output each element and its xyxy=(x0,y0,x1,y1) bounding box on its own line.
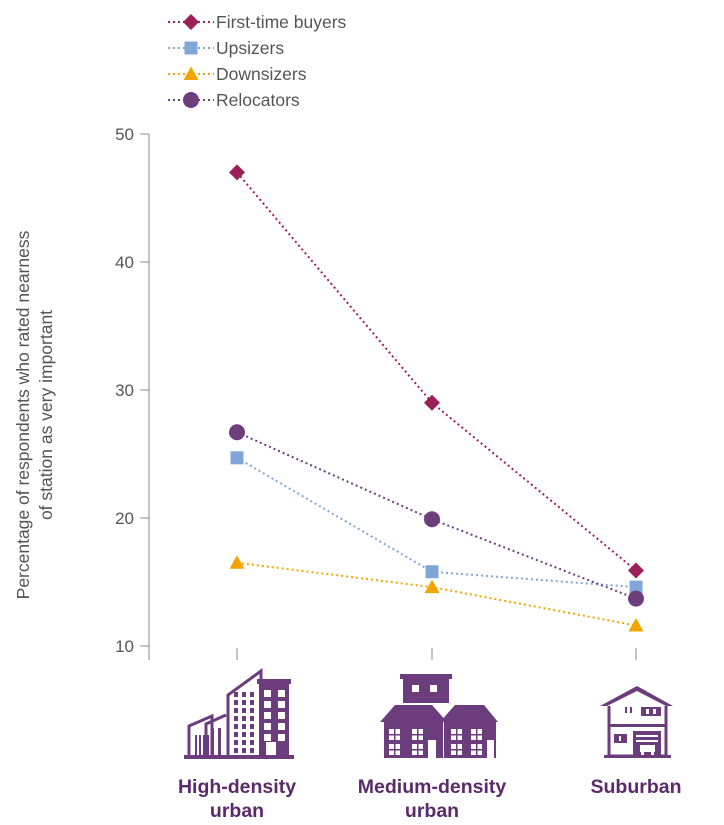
legend-item-first-time-buyers: First-time buyers xyxy=(168,12,347,32)
legend-label: First-time buyers xyxy=(216,12,347,32)
series-layer xyxy=(229,164,644,632)
data-point xyxy=(628,590,644,607)
legend-item-downsizers: Downsizers xyxy=(168,64,307,84)
legend-marker xyxy=(183,92,199,108)
legend-label: Upsizers xyxy=(216,38,284,58)
legend-label: Relocators xyxy=(216,90,300,110)
medium-density-houses-icon xyxy=(380,674,498,758)
series-downsizers xyxy=(229,555,644,632)
suburban-house-icon xyxy=(600,686,673,758)
category-labels: High-densityurbanMedium-densityurbanSubu… xyxy=(178,776,682,822)
category-label: High-density xyxy=(178,776,296,798)
data-point xyxy=(229,164,245,181)
data-point xyxy=(629,580,643,594)
series-line xyxy=(236,171,637,572)
legend-label: Downsizers xyxy=(216,64,307,84)
data-point xyxy=(229,555,245,569)
series-upsizers xyxy=(230,451,643,594)
category-label: urban xyxy=(210,800,264,822)
data-point xyxy=(628,618,644,632)
category-label: Medium-density xyxy=(358,776,507,798)
legend-marker xyxy=(184,41,198,55)
series-line xyxy=(236,431,637,600)
data-point xyxy=(424,394,440,411)
y-tick-label: 20 xyxy=(115,509,134,528)
y-tick-label: 30 xyxy=(115,381,134,400)
data-point xyxy=(425,565,439,579)
category-label: Suburban xyxy=(591,776,682,798)
y-tick-label: 50 xyxy=(115,125,134,144)
data-point xyxy=(628,562,644,579)
y-axis: 10 20 30 40 50 xyxy=(115,125,637,660)
series-relocators xyxy=(229,424,644,607)
legend-marker xyxy=(183,14,199,30)
data-point xyxy=(424,579,440,594)
legend-marker xyxy=(183,66,199,80)
y-axis-label: Percentage of respondents who rated near… xyxy=(13,230,56,599)
legend-item-relocators: Relocators xyxy=(168,90,300,110)
legend: First-time buyers Upsizers Downsizers Reloc… xyxy=(168,12,347,110)
data-point xyxy=(424,511,440,528)
category-icons xyxy=(184,668,673,759)
legend-item-upsizers: Upsizers xyxy=(168,38,284,58)
high-density-buildings-icon xyxy=(184,668,294,759)
data-point xyxy=(230,451,244,465)
y-tick-label: 40 xyxy=(115,253,134,272)
y-tick-label: 10 xyxy=(115,637,134,656)
category-label: urban xyxy=(405,800,459,822)
data-point xyxy=(229,424,245,441)
y-axis-title: Percentage of respondents who rated near… xyxy=(13,230,56,599)
series-first-time-buyers xyxy=(229,164,644,579)
